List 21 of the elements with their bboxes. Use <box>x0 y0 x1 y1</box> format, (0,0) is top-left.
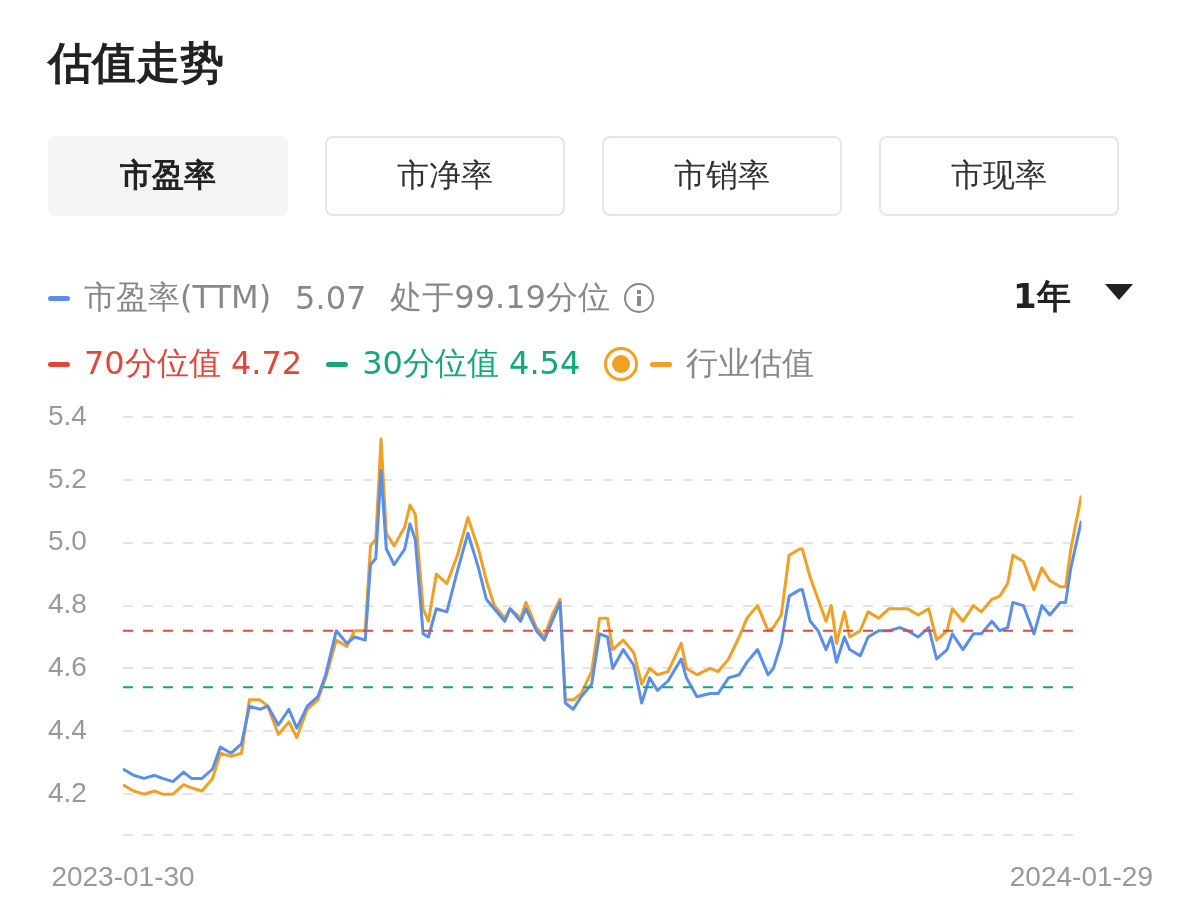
y-tick-label: 4.2 <box>48 776 87 808</box>
text: 市销率 <box>602 136 842 216</box>
legend-label: 70分位值 4.72 <box>84 343 303 384</box>
y-tick-label: 5.0 <box>48 525 87 557</box>
legend-label: 行业估值 <box>686 343 815 384</box>
y-tick-label: 4.4 <box>48 714 87 745</box>
text: 1年 <box>1013 275 1071 318</box>
legend-label: 市盈率(TTM) <box>84 277 272 318</box>
text: 市盈率 <box>48 136 288 216</box>
text: 处于99.19分位 <box>390 277 610 318</box>
y-tick-label: 5.4 <box>48 399 87 431</box>
x-tick-label: 2023-01-30 <box>51 860 195 892</box>
y-tick-label: 5.2 <box>48 462 87 494</box>
chart-title: 估值走势 <box>48 36 224 90</box>
legend-label: 30分位值 4.54 <box>362 343 581 384</box>
x-tick-label: 2024-01-29 <box>1009 860 1153 892</box>
y-tick-label: 4.6 <box>48 651 87 683</box>
text: 市现率 <box>879 136 1119 216</box>
y-tick-label: 4.8 <box>48 588 87 620</box>
text: 5.07 <box>295 279 367 317</box>
text: 市净率 <box>325 136 565 216</box>
